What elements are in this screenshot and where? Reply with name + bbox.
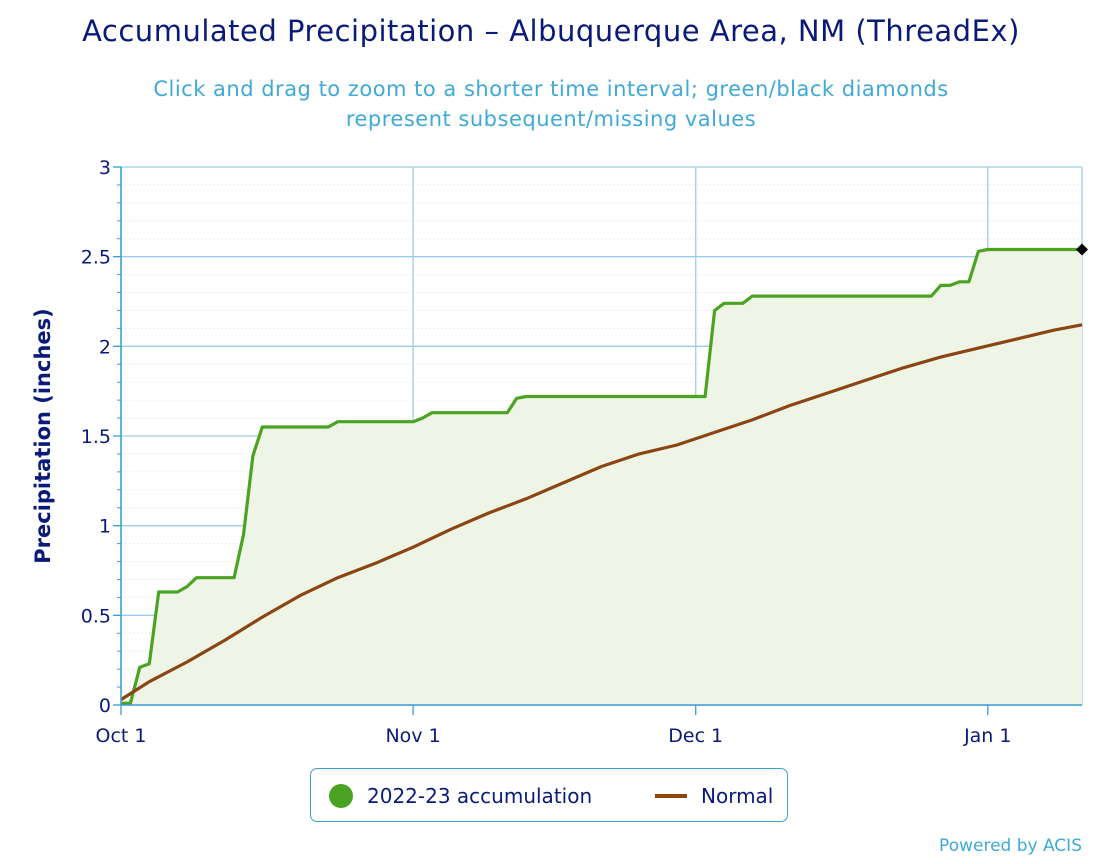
y-tick-label: 1.5 [81,426,111,448]
legend-normal-label: Normal [701,784,774,808]
y-axis-label: Precipitation (inches) [31,308,55,564]
x-tick-label: Nov 1 [385,725,440,747]
plot-area[interactable] [120,243,1088,705]
y-tick-label: 2.5 [81,247,111,269]
y-tick-label: 3 [99,157,111,179]
x-tick-label: Dec 1 [668,725,723,747]
series-line-accumulation [121,247,1082,705]
chart-subtitle: Click and drag to zoom to a shorter time… [153,77,949,131]
series-area-accumulation [121,249,1082,705]
x-tick-label: Oct 1 [96,725,147,747]
y-tick-label: 0.5 [81,605,111,627]
legend: 2022-23 accumulation Normal [310,768,788,822]
credits-link[interactable]: Powered by ACIS [939,836,1082,856]
last-value-diamond-marker [1076,243,1088,256]
legend-accumulation-label: 2022-23 accumulation [367,784,593,808]
y-tick-label: 1 [99,516,111,538]
series-line-normal [120,323,1083,701]
legend-green-dot-icon [329,784,353,808]
legend-brown-line-icon [655,794,687,798]
legend-item-accumulation[interactable]: 2022-23 accumulation [329,769,592,823]
legend-item-normal[interactable]: Normal [655,769,773,823]
chart-title: Accumulated Precipitation – Albuquerque … [82,14,1020,48]
y-tick-label: 2 [99,336,111,358]
x-tick-label: Jan 1 [963,725,1011,747]
y-tick-label: 0 [99,695,111,717]
axes: 0 0.5 1 1.5 2 2.5 3 Oct 1 Nov 1 Dec 1 Jan 1 [81,157,1082,747]
